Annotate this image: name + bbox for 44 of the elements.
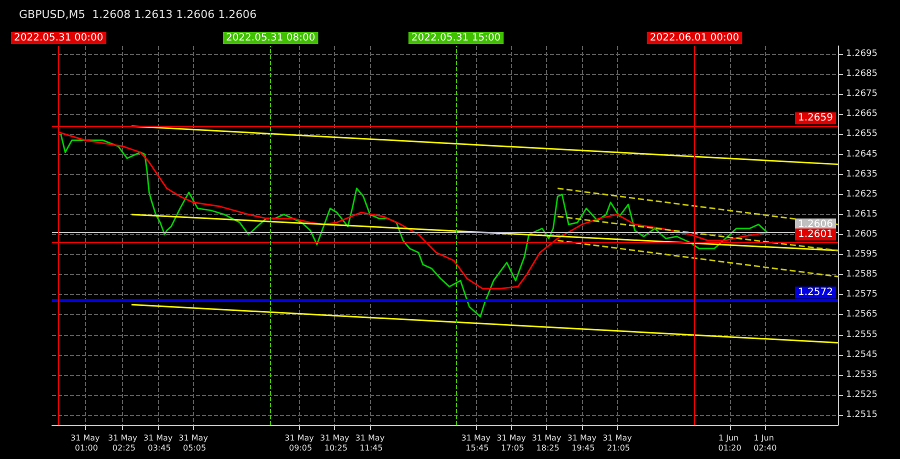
ref-line-label: 1.2659 — [798, 112, 833, 124]
x-tick-label: 31 May 19:45 — [567, 434, 597, 452]
x-tick-label: 31 May 03:45 — [143, 434, 173, 452]
y-tick-label: 1.2515 — [846, 410, 878, 420]
y-tick-label: 1.2525 — [846, 390, 878, 400]
y-tick-label: 1.2645 — [846, 149, 878, 160]
y-tick-label: 1.2575 — [846, 290, 878, 300]
y-tick-label: 1.2685 — [846, 69, 878, 80]
ref-line-label: 2022.06.01 00:00 — [650, 32, 740, 44]
x-tick-label: 31 May 18:25 — [532, 434, 562, 452]
x-tick-label: 31 May 05:05 — [178, 434, 208, 452]
ref-line-label: 1.2606 — [798, 218, 833, 230]
y-tick-label: 1.2675 — [846, 89, 878, 100]
y-tick-label: 1.2615 — [846, 209, 878, 220]
x-tick-label: 31 May 10:25 — [320, 434, 350, 452]
x-tick-label: 31 May 01:00 — [70, 434, 100, 452]
ref-line-label: 1.2601 — [798, 229, 833, 240]
line-series — [58, 131, 768, 290]
ref-line-label: 2022.05.31 00:00 — [14, 32, 104, 44]
y-tick-label: 1.2665 — [846, 109, 878, 120]
y-tick-label: 1.2655 — [846, 129, 878, 140]
y-tick-label: 1.2585 — [846, 270, 878, 280]
x-tick-label: 1 Jun 02:40 — [754, 434, 777, 452]
line-series — [60, 133, 768, 318]
y-tick-label: 1.2545 — [846, 350, 878, 360]
ref-line-label: 1.2572 — [798, 287, 833, 298]
x-tick-label: 31 May 09:05 — [284, 434, 314, 452]
x-tick-label: 31 May 11:45 — [355, 434, 385, 452]
y-tick-label: 1.2555 — [846, 330, 878, 340]
y-tick-label: 1.2625 — [846, 189, 878, 200]
ref-line-label: 2022.05.31 15:00 — [411, 32, 501, 44]
y-tick-label: 1.2535 — [846, 370, 878, 380]
ref-line-label: 2022.05.31 08:00 — [226, 32, 316, 44]
y-tick-label: 1.2595 — [846, 250, 878, 260]
y-tick-label: 1.2695 — [846, 49, 878, 60]
x-tick-label: 1 Jun 01:20 — [718, 434, 742, 452]
chart-title: GBPUSD,M5 1.2608 1.2613 1.2606 1.2606 — [19, 8, 257, 21]
x-tick-label: 31 May 21:05 — [602, 434, 632, 452]
y-tick-label: 1.2565 — [846, 310, 878, 320]
y-tick-label: 1.2635 — [846, 169, 878, 180]
x-tick-label: 31 May 02:25 — [108, 434, 138, 452]
y-tick-label: 1.2605 — [846, 229, 878, 240]
x-tick-label: 31 May 15:45 — [461, 434, 491, 452]
x-tick-label: 31 May 17:05 — [496, 434, 526, 452]
